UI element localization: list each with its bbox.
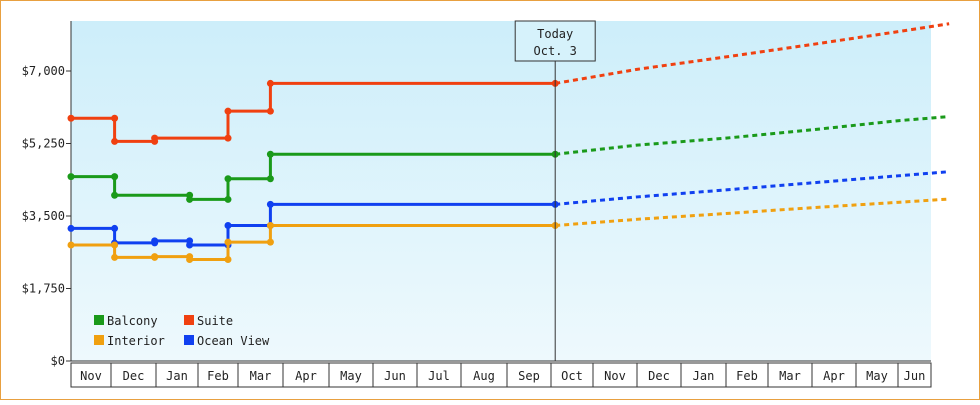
data-point-balcony xyxy=(111,191,119,199)
data-point-suite xyxy=(266,107,274,115)
y-tick-label: $5,250 xyxy=(22,137,65,151)
data-point-interior xyxy=(151,253,159,261)
x-tick-label: Apr xyxy=(823,369,845,383)
forecast-line-interior xyxy=(555,197,950,228)
legend-swatch-balcony xyxy=(94,315,104,325)
x-tick-label: Aug xyxy=(473,369,495,383)
data-point-suite xyxy=(266,79,274,87)
data-point-balcony xyxy=(266,175,274,183)
x-tick-label: Sep xyxy=(518,369,540,383)
data-point-interior xyxy=(111,241,119,249)
data-point-balcony xyxy=(266,150,274,158)
x-tick-label: Jun xyxy=(904,369,926,383)
legend-swatch-suite xyxy=(184,315,194,325)
data-point-interior xyxy=(111,253,119,261)
x-tick-label: Jan xyxy=(693,369,715,383)
series-line-suite xyxy=(71,81,556,143)
x-tick-label: Oct xyxy=(561,369,583,383)
x-tick-label: Nov xyxy=(604,369,626,383)
today-marker: Today Oct. 3 xyxy=(514,20,596,361)
series-lines xyxy=(67,22,950,263)
data-point-suite xyxy=(111,114,119,122)
x-tick-label: Dec xyxy=(123,369,145,383)
forecast-line-ocean_view xyxy=(555,170,950,206)
data-point-interior xyxy=(224,256,232,263)
x-tick-label: Mar xyxy=(250,369,272,383)
x-tick-label: Feb xyxy=(736,369,758,383)
data-point-interior xyxy=(67,241,75,249)
y-tick-label: $0 xyxy=(51,354,65,368)
forecast-line-balcony xyxy=(555,115,950,156)
y-tick-label: $3,500 xyxy=(22,209,65,223)
data-point-balcony xyxy=(67,173,75,181)
legend-label-balcony: Balcony xyxy=(107,314,158,328)
legend-label-suite: Suite xyxy=(197,314,233,328)
data-point-ocean_view xyxy=(224,222,232,230)
today-box xyxy=(514,20,596,62)
forecast-line-suite xyxy=(554,22,950,85)
data-point-ocean_view xyxy=(266,200,274,208)
today-label: Today xyxy=(537,27,573,41)
legend-label-interior: Interior xyxy=(107,334,165,348)
data-point-balcony xyxy=(224,175,232,183)
x-tick-label: Mar xyxy=(779,369,801,383)
x-axis: Nov Dec Jan Feb Mar Apr May Jun Jul Aug Sep Oct Nov D… xyxy=(70,360,932,388)
data-point-interior xyxy=(266,238,274,246)
x-tick-label: Nov xyxy=(80,369,102,383)
data-point-ocean_view xyxy=(151,237,159,245)
x-tick-label: Jul xyxy=(428,369,450,383)
legend-label-ocean_view: Ocean View xyxy=(197,334,270,348)
x-tick-label: Apr xyxy=(295,369,317,383)
x-tick-label: May xyxy=(866,369,888,383)
today-date: Oct. 3 xyxy=(534,44,577,58)
data-point-balcony xyxy=(111,173,119,181)
data-point-interior xyxy=(266,222,274,230)
legend: Balcony Suite Interior Ocean View xyxy=(94,314,270,348)
data-point-interior xyxy=(186,256,194,263)
data-point-suite xyxy=(224,107,232,115)
data-point-balcony xyxy=(186,195,194,203)
data-point-suite xyxy=(67,114,75,122)
series-line-balcony xyxy=(71,152,556,201)
data-point-ocean_view xyxy=(111,224,119,232)
x-tick-label: Feb xyxy=(207,369,229,383)
plot-area xyxy=(71,21,931,361)
data-point-suite xyxy=(151,134,159,142)
y-tick-label: $1,750 xyxy=(22,282,65,296)
month-strip xyxy=(70,362,932,388)
x-tick-label: Jun xyxy=(384,369,406,383)
x-tick-label: May xyxy=(340,369,362,383)
legend-swatch-ocean_view xyxy=(184,335,194,345)
data-point-balcony xyxy=(224,195,232,203)
data-point-ocean_view xyxy=(67,224,75,232)
data-point-suite xyxy=(224,134,232,142)
legend-swatch-interior xyxy=(94,335,104,345)
y-axis: $0 $1,750 $3,500 $5,250 $7,000 xyxy=(22,21,72,368)
y-tick-label: $7,000 xyxy=(22,64,65,78)
data-point-interior xyxy=(224,238,232,246)
x-tick-label: Jan xyxy=(166,369,188,383)
x-tick-label: Dec xyxy=(648,369,670,383)
data-point-suite xyxy=(111,137,119,145)
data-point-ocean_view xyxy=(186,241,194,249)
